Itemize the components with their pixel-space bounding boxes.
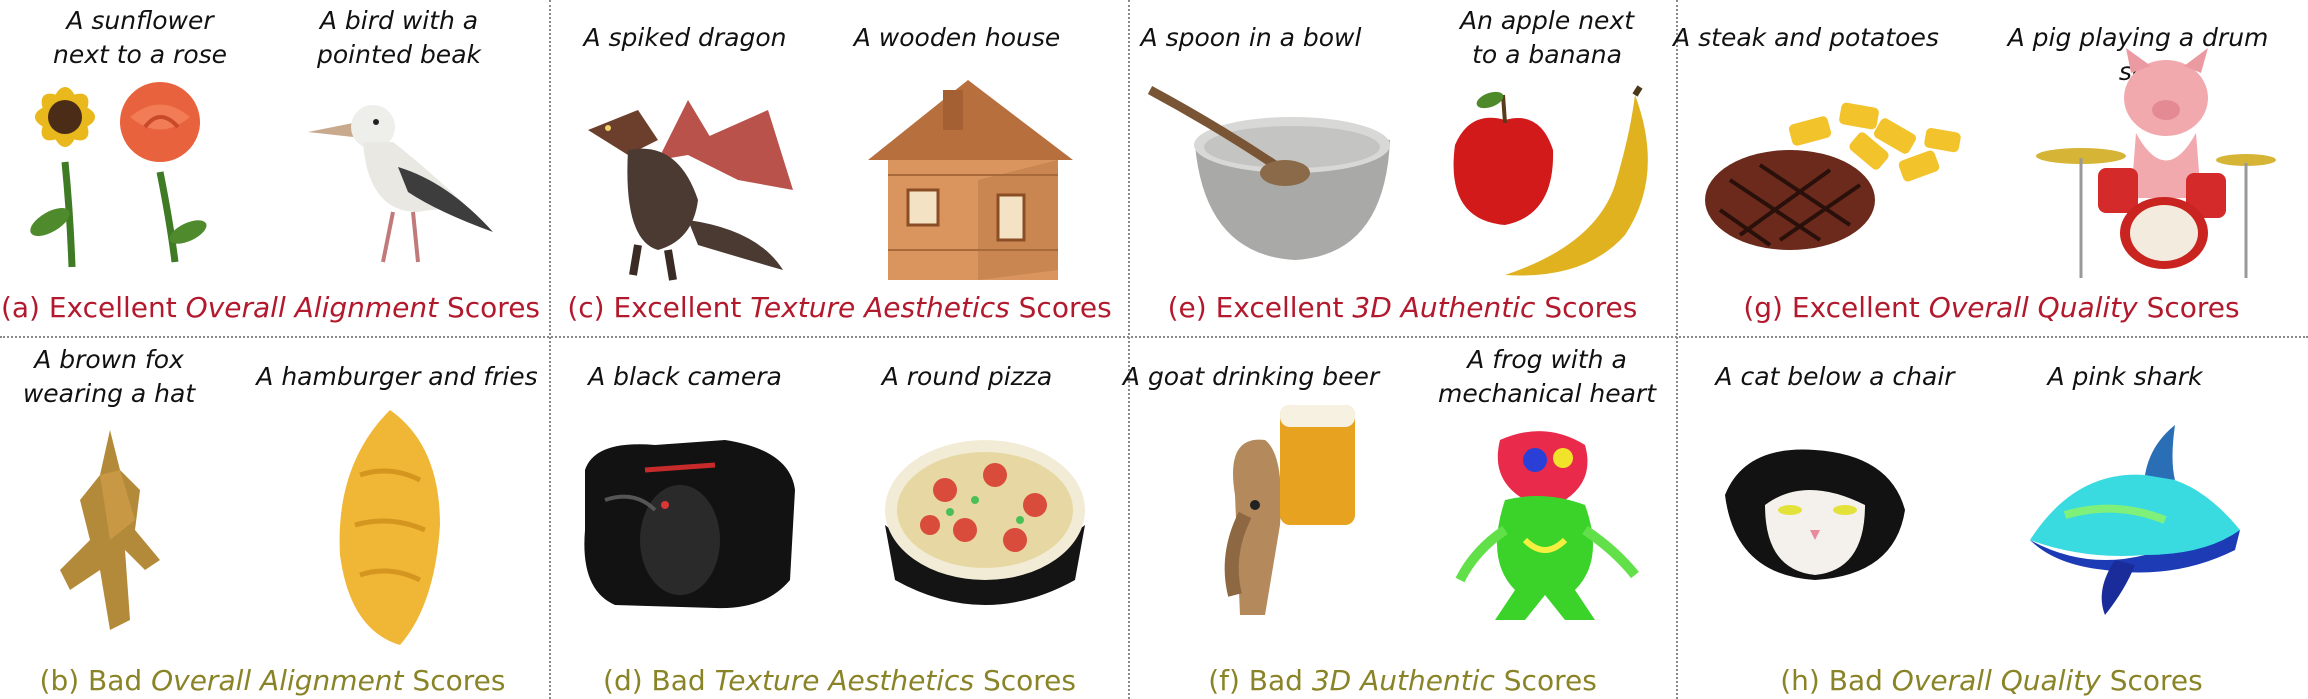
caption-e-metric: 3D Authentic <box>1352 291 1536 324</box>
pizza-render <box>875 430 1095 620</box>
hamburger-render <box>330 405 450 655</box>
caption-e-suffix: Scores <box>1535 291 1638 324</box>
caption-h-prefix: (h) Bad <box>1780 664 1892 697</box>
caption-a-prefix: (a) Excellent <box>0 291 186 324</box>
prompt-b-1: A brown fox wearing a hat <box>22 345 196 408</box>
caption-c-suffix: Scores <box>1009 291 1112 324</box>
fox-render <box>40 420 190 650</box>
dragon-render <box>568 70 798 285</box>
caption-b: (b) Bad Overall Alignment Scores <box>0 663 561 699</box>
prompt-b-2: A hamburger and fries <box>256 362 538 391</box>
caption-a-metric: Overall Alignment <box>185 291 439 324</box>
caption-f: (f) Bad 3D Authentic Scores <box>1114 663 1691 699</box>
caption-a-suffix: Scores <box>438 291 541 324</box>
caption-f-prefix: (f) Bad <box>1208 664 1312 697</box>
caption-d-suffix: Scores <box>974 664 1076 697</box>
caption-f-suffix: Scores <box>1494 664 1597 697</box>
caption-b-prefix: (b) Bad <box>39 664 152 697</box>
caption-h: (h) Bad Overall Quality Scores <box>1703 663 2280 699</box>
caption-b-suffix: Scores <box>403 664 506 697</box>
caption-h-suffix: Scores <box>2100 664 2203 697</box>
prompt-e-1: A spoon in a bowl <box>1140 23 1362 52</box>
prompt-h-1: A cat below a chair <box>1715 362 1955 391</box>
prompt-g-1: A steak and potatoes <box>1673 23 1939 52</box>
caption-d-prefix: (d) Bad <box>603 664 715 697</box>
caption-g-suffix: Scores <box>2137 291 2240 324</box>
frog-render <box>1445 420 1645 650</box>
divider-horizontal <box>0 336 2308 338</box>
cat-render <box>1715 435 1915 585</box>
prompt-a-1: A sunflower next to a rose <box>52 6 228 69</box>
caption-c: (c) Excellent Texture Aesthetics Scores <box>551 290 1128 326</box>
goat-with-beer-render <box>1205 395 1375 620</box>
caption-g-prefix: (g) Excellent <box>1743 291 1929 324</box>
caption-g-metric: Overall Quality <box>1928 291 2138 324</box>
wooden-house-render <box>848 70 1088 290</box>
bird-render <box>298 82 498 272</box>
shark-render <box>2025 420 2245 620</box>
prompt-h-2: A pink shark <box>2047 362 2203 391</box>
caption-c-metric: Texture Aesthetics <box>750 291 1010 324</box>
prompt-a-2: A bird with a pointed beak <box>316 6 481 69</box>
caption-c-prefix: (c) Excellent <box>567 291 751 324</box>
prompt-g-2: A pig playing a drum set <box>2007 23 2269 86</box>
caption-a: (a) Excellent Overall Alignment Scores <box>0 290 559 326</box>
prompt-d-1: A black camera <box>588 362 782 391</box>
caption-b-metric: Overall Alignment <box>151 664 404 697</box>
pig-drum-set-render <box>2036 48 2306 288</box>
prompt-e-2: An apple next to a banana <box>1459 6 1635 69</box>
prompt-f-1: A goat drinking beer <box>1122 362 1380 391</box>
prompt-f-2: A frog with a mechanical heart <box>1437 345 1657 408</box>
apple-and-banana-render <box>1435 85 1665 280</box>
caption-d: (d) Bad Texture Aesthetics Scores <box>551 663 1128 699</box>
prompt-c-2: A wooden house <box>853 23 1061 52</box>
sunflower-and-rose-render <box>20 72 210 272</box>
caption-g: (g) Excellent Overall Quality Scores <box>1703 290 2280 326</box>
spoon-and-bowl-render <box>1145 85 1395 265</box>
caption-f-metric: 3D Authentic <box>1311 664 1495 697</box>
prompt-c-1: A spiked dragon <box>583 23 787 52</box>
divider-vertical-2 <box>1128 0 1130 699</box>
camera-render <box>575 430 805 615</box>
divider-vertical-1 <box>549 0 551 699</box>
prompt-d-2: A round pizza <box>881 362 1053 391</box>
caption-e-prefix: (e) Excellent <box>1167 291 1353 324</box>
caption-d-metric: Texture Aesthetics <box>714 664 975 697</box>
caption-e: (e) Excellent 3D Authentic Scores <box>1114 290 1691 326</box>
divider-vertical-3 <box>1676 0 1678 699</box>
caption-h-metric: Overall Quality <box>1891 664 2101 697</box>
steak-and-potatoes-render <box>1700 90 1970 255</box>
